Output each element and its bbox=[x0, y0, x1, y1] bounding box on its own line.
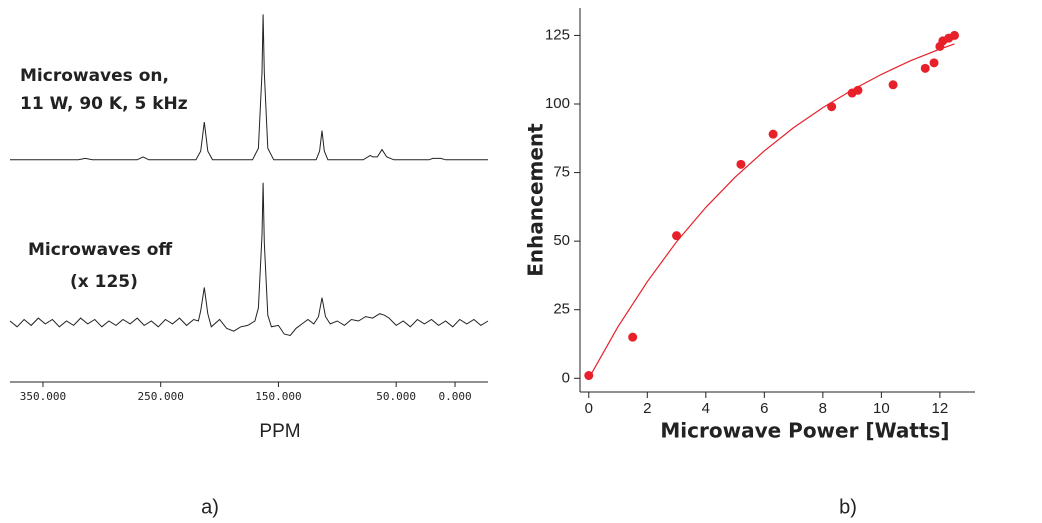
data-point bbox=[584, 371, 594, 381]
data-point bbox=[888, 80, 898, 90]
x-tick-label: 150.000 bbox=[255, 390, 301, 403]
x-tick-label: 4 bbox=[702, 400, 710, 417]
y-axis-label: Enhancement bbox=[524, 123, 548, 277]
y-tick-label: 25 bbox=[553, 301, 570, 318]
x-tick-label: 50.000 bbox=[376, 390, 416, 403]
y-tick-label: 0 bbox=[562, 369, 570, 386]
data-point bbox=[920, 63, 930, 73]
data-point bbox=[827, 102, 837, 112]
spectrum-trace bbox=[10, 14, 488, 161]
panel-label: a) bbox=[201, 496, 219, 518]
data-point bbox=[768, 129, 778, 139]
x-tick-label: 8 bbox=[819, 400, 827, 417]
data-point bbox=[672, 231, 682, 241]
panel-label: b) bbox=[839, 496, 857, 518]
x-tick-label: 2 bbox=[643, 400, 651, 417]
x-tick-label: 250.000 bbox=[138, 390, 184, 403]
x-axis-label: Microwave Power [Watts] bbox=[660, 419, 949, 443]
annotation: Microwaves off bbox=[28, 240, 172, 260]
x-tick-label: 0 bbox=[585, 400, 593, 417]
data-point bbox=[736, 159, 746, 169]
x-tick-label: 6 bbox=[760, 400, 768, 417]
y-tick-label: 125 bbox=[545, 26, 570, 43]
x-tick-label: 0.000 bbox=[438, 390, 471, 403]
spectrum-trace bbox=[9, 182, 489, 337]
data-point bbox=[929, 58, 939, 68]
x-tick-label: 10 bbox=[873, 400, 890, 417]
data-point bbox=[853, 85, 863, 95]
annotation: 11 W, 90 K, 5 kHz bbox=[20, 94, 188, 114]
data-point bbox=[628, 332, 638, 342]
y-tick-label: 100 bbox=[545, 95, 570, 112]
y-tick-label: 75 bbox=[553, 164, 570, 181]
fit-curve bbox=[588, 43, 955, 379]
data-point bbox=[950, 30, 960, 40]
y-tick-label: 50 bbox=[553, 232, 570, 249]
annotation: Microwaves on, bbox=[20, 66, 169, 86]
x-axis-label: PPM bbox=[259, 421, 300, 442]
annotation: (x 125) bbox=[70, 272, 138, 292]
x-tick-label: 350.000 bbox=[20, 390, 66, 403]
x-tick-label: 12 bbox=[932, 400, 949, 417]
